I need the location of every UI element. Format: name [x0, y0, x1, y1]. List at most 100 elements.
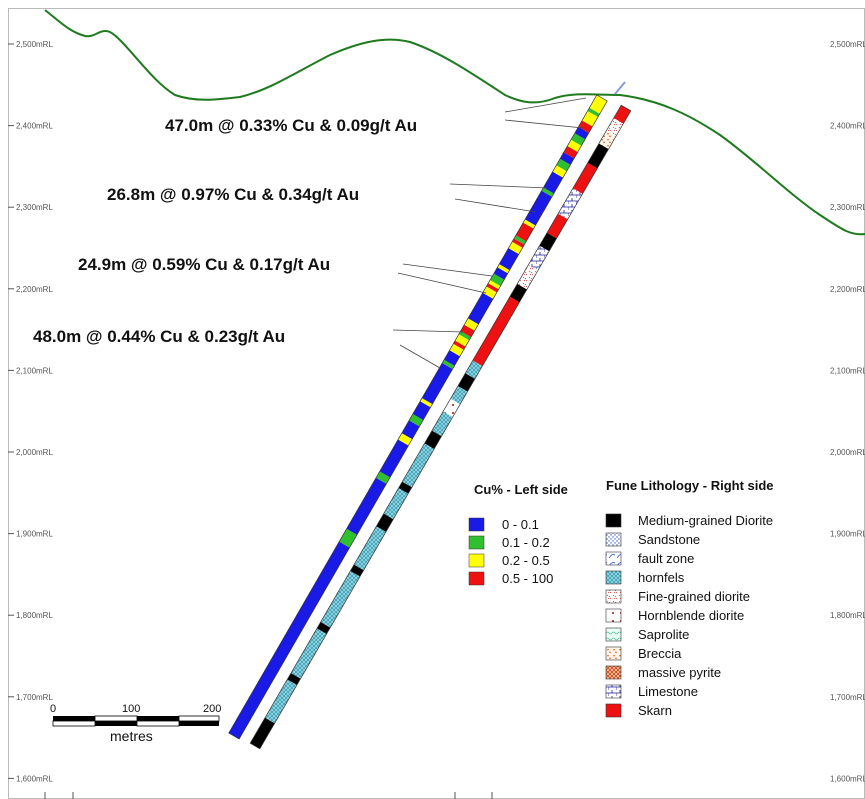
lithology-legend-swatch [605, 532, 622, 547]
lithology-interval [250, 717, 275, 749]
lithology-legend-title: Fune Lithology - Right side [606, 478, 774, 493]
cu-interval [460, 324, 475, 338]
cu-interval [420, 398, 433, 408]
lithology-interval [350, 564, 364, 577]
lithology-interval [317, 622, 331, 634]
cu-legend-title: Cu% - Left side [474, 482, 568, 497]
lithology-legend-label: Fine-grained diorite [638, 589, 750, 604]
rl-label-left: 2,200mRL [16, 285, 53, 294]
scale-tick-200: 200 [203, 703, 221, 715]
lithology-legend-swatch [605, 646, 622, 661]
cu-interval [587, 107, 600, 117]
map-frame [8, 8, 865, 799]
cu-interval [571, 133, 586, 146]
cu-interval [449, 343, 464, 357]
lithology-interval [291, 628, 327, 679]
rl-label-right: 1,900mRL [830, 530, 865, 539]
lithology-interval [432, 411, 453, 437]
cu-interval [455, 334, 470, 347]
cu-interval [422, 363, 453, 404]
cu-interval [453, 340, 466, 350]
lithology-interval [443, 398, 461, 417]
rl-label-right: 2,300mRL [830, 203, 865, 212]
rl-label-right: 1,700mRL [830, 693, 865, 702]
lithology-legend-swatch [605, 703, 622, 718]
lithology-legend-swatch [605, 684, 622, 699]
rl-label-right: 1,800mRL [830, 611, 865, 620]
cu-interval [458, 331, 471, 341]
lithology-legend-swatch [605, 608, 622, 623]
intercept-label-1: 47.0m @ 0.33% Cu & 0.09g/t Au [165, 116, 417, 135]
lithology-legend-label: Limestone [638, 684, 698, 699]
rl-label-left: 1,700mRL [16, 693, 53, 702]
cu-interval [398, 433, 413, 446]
cu-interval [567, 139, 582, 152]
rl-label-right: 2,500mRL [830, 40, 865, 49]
lithology-legend-label: Breccia [638, 646, 682, 661]
rl-label-left: 2,500mRL [16, 40, 53, 49]
cu-interval [563, 146, 578, 159]
lithology-legend-label: Hornblende diorite [638, 608, 744, 623]
lithology-interval [539, 232, 557, 252]
cu-interval [482, 286, 497, 299]
rl-label-left: 2,300mRL [16, 203, 53, 212]
cu-interval [376, 471, 391, 484]
lithology-interval [458, 373, 475, 392]
lithology-legend-swatch [605, 665, 622, 680]
cu-interval [552, 165, 567, 178]
lithology-legend-label: massive pyrite [638, 665, 721, 680]
cu-interval [508, 241, 523, 255]
rl-label-right: 1,600mRL [830, 774, 865, 783]
cu-interval [464, 318, 479, 331]
lithology-interval [517, 264, 538, 290]
lithology-interval [472, 296, 520, 366]
cu-interval [444, 350, 460, 366]
lithology-interval [354, 526, 386, 571]
intercept-leader-lines [392, 97, 587, 369]
cu-interval [515, 222, 534, 242]
lithology-interval [613, 105, 631, 124]
rl-axis-right: 2,500mRL 2,400mRL 2,300mRL 2,200mRL 2,100mRL… [830, 40, 865, 783]
lithology-interval [383, 488, 409, 520]
cu-interval [589, 95, 608, 114]
cu-legend-label: 0 - 0.1 [502, 517, 539, 532]
cu-interval [401, 420, 420, 440]
cu-interval [582, 111, 598, 127]
scale-tick-0: 0 [50, 703, 56, 715]
lithology-interval [573, 162, 598, 194]
lithology-interval [587, 143, 609, 169]
cu-interval [497, 264, 510, 274]
lithology-legend-swatch [605, 589, 622, 604]
rl-label-left: 1,800mRL [16, 611, 53, 620]
lithology-interval [376, 513, 394, 532]
rl-label-right: 2,000mRL [830, 448, 865, 457]
cu-interval [490, 273, 505, 286]
rl-label-right: 2,400mRL [830, 122, 865, 131]
cu-legend-label: 0.5 - 100 [502, 571, 553, 586]
cu-interval [488, 280, 501, 290]
cu-interval [468, 292, 494, 325]
lithology-legend-label: Skarn [638, 703, 672, 718]
lithology-interval [402, 443, 435, 488]
cu-interval [523, 219, 536, 229]
rl-label-left: 2,000mRL [16, 448, 53, 457]
lithology-interval [599, 130, 616, 149]
rl-label-left: 1,600mRL [16, 774, 53, 783]
lithology-interval [265, 679, 297, 724]
cu-legend-swatch [468, 571, 485, 586]
intercept-label-3: 24.9m @ 0.59% Cu & 0.17g/t Au [78, 255, 330, 274]
lithology-legend-swatch [605, 551, 622, 566]
cu-interval [486, 283, 499, 293]
topography-line [44, 9, 865, 236]
lithology-legend-swatch [605, 570, 622, 585]
cu-interval [499, 248, 519, 271]
rl-label-left: 2,400mRL [16, 122, 53, 131]
cu-interval [556, 158, 571, 172]
lithology-interval [465, 360, 483, 379]
cu-interval [574, 126, 589, 140]
lithology-legend-label: Saprolite [638, 627, 689, 642]
intercept-label-4: 48.0m @ 0.44% Cu & 0.23g/t Au [33, 327, 285, 346]
lithology-interval [450, 386, 468, 405]
scale-bar: 0 100 200 metres [50, 703, 221, 744]
